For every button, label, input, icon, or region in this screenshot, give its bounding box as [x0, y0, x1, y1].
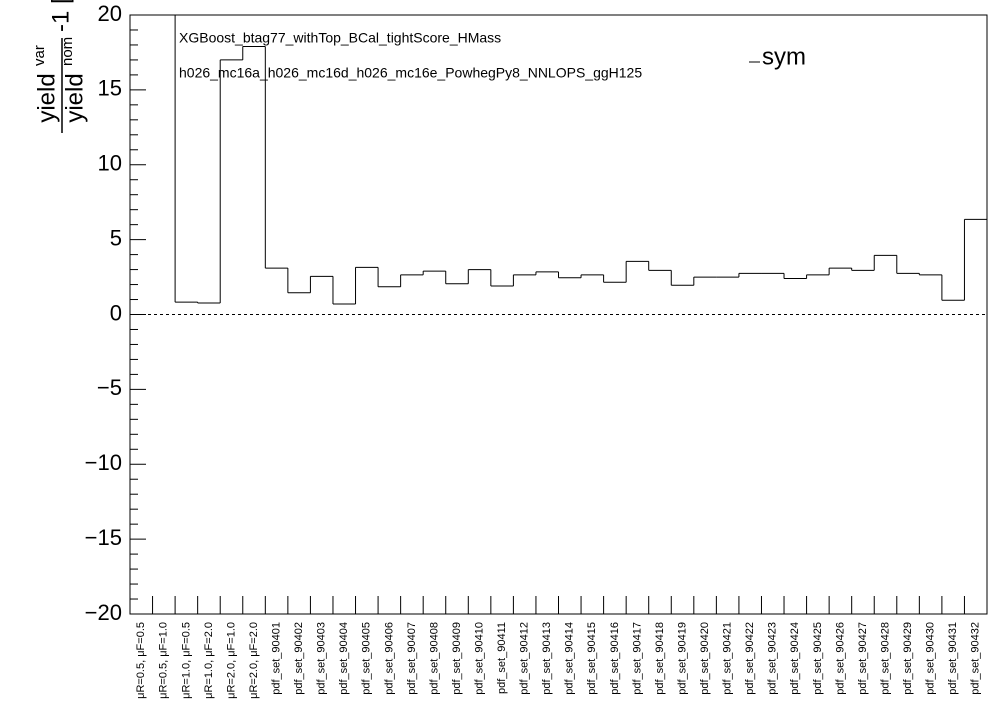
- x-tick-label: pdf_set_90409: [451, 622, 463, 695]
- x-tick-label: pdf_set_90431: [947, 622, 959, 695]
- x-tick-label: pdf_set_90430: [925, 622, 937, 695]
- x-tick-label: μR=1.0, μF=2.0: [203, 622, 215, 699]
- x-tick-label: pdf_set_90410: [473, 622, 485, 695]
- annotation: XGBoost_btag77_withTop_BCal_tightScore_H…: [179, 30, 501, 46]
- y-label-den: yield: [61, 73, 88, 122]
- x-tick-label: pdf_set_90402: [293, 622, 305, 695]
- x-tick-label: pdf_set_90429: [902, 622, 914, 695]
- y-tick-label: −15: [85, 525, 122, 550]
- x-tick-label: pdf_set_90405: [361, 622, 373, 695]
- x-tick-label: pdf_set_90418: [654, 622, 666, 695]
- legend-label: sym: [762, 43, 806, 70]
- y-label-num-sup: var: [31, 45, 48, 66]
- x-tick-label: pdf_set_90404: [338, 622, 350, 695]
- x-tick-label: pdf_set_90428: [879, 622, 891, 695]
- x-tick-label: pdf_set_90424: [789, 622, 801, 695]
- y-axis-label: yield var yield nom -1 [%]: [31, 0, 88, 133]
- x-tick-label: pdf_set_90421: [722, 622, 734, 695]
- y-tick-label: −5: [97, 375, 122, 400]
- x-tick-label: pdf_set_90412: [519, 622, 531, 695]
- x-tick-label: pdf_set_90415: [586, 622, 598, 695]
- x-tick-label: pdf_set_90403: [316, 622, 328, 695]
- x-tick-label: μR=2.0, μF=1.0: [225, 622, 237, 699]
- y-tick-label: 5: [110, 225, 122, 250]
- y-tick-label: −20: [85, 600, 122, 625]
- x-tick-label: pdf_set_90413: [541, 622, 553, 695]
- x-tick-label: pdf_set_90422: [744, 622, 756, 695]
- x-tick-label: pdf_set_90406: [383, 622, 395, 695]
- x-tick-label: μR=0.5, μF=1.0: [158, 622, 170, 699]
- x-tick-label: pdf_set_90414: [564, 622, 576, 695]
- x-tick-label: pdf_set_90420: [699, 622, 711, 695]
- x-tick-label: μR=0.5, μF=0.5: [135, 622, 147, 699]
- x-tick-label: pdf_set_90411: [496, 622, 508, 694]
- x-tick-label: pdf_set_90423: [767, 622, 779, 695]
- y-tick-label: 0: [110, 300, 122, 325]
- x-tick-label: μR=2.0, μF=2.0: [248, 622, 260, 699]
- y-tick-label: 10: [98, 151, 122, 176]
- annotation: h026_mc16a_h026_mc16d_h026_mc16e_PowhegP…: [179, 65, 642, 81]
- x-tick-label: pdf_set_90401: [270, 622, 282, 695]
- y-tick-label: 15: [98, 76, 122, 101]
- y-tick-label: 20: [98, 1, 122, 26]
- y-label-den-sup: nom: [59, 37, 76, 66]
- x-tick-label: pdf_set_90425: [812, 622, 824, 695]
- y-tick-label: −10: [85, 450, 122, 475]
- x-tick-label: pdf_set_90416: [609, 622, 621, 695]
- x-tick-label: pdf_set_90427: [857, 622, 869, 695]
- x-tick-label: pdf_set_90407: [406, 622, 418, 695]
- x-tick-label: pdf_set_90419: [676, 622, 688, 695]
- y-label-num: yield: [33, 73, 60, 122]
- x-tick-label: μR=1.0, μF=0.5: [180, 622, 192, 699]
- x-tick-label: pdf_set_90408: [428, 622, 440, 695]
- y-label-suffix: -1 [%]: [47, 0, 74, 32]
- x-tick-label: pdf_set_90432: [970, 622, 982, 695]
- x-tick-label: pdf_set_90426: [834, 622, 846, 695]
- x-tick-label: pdf_set_90417: [631, 622, 643, 695]
